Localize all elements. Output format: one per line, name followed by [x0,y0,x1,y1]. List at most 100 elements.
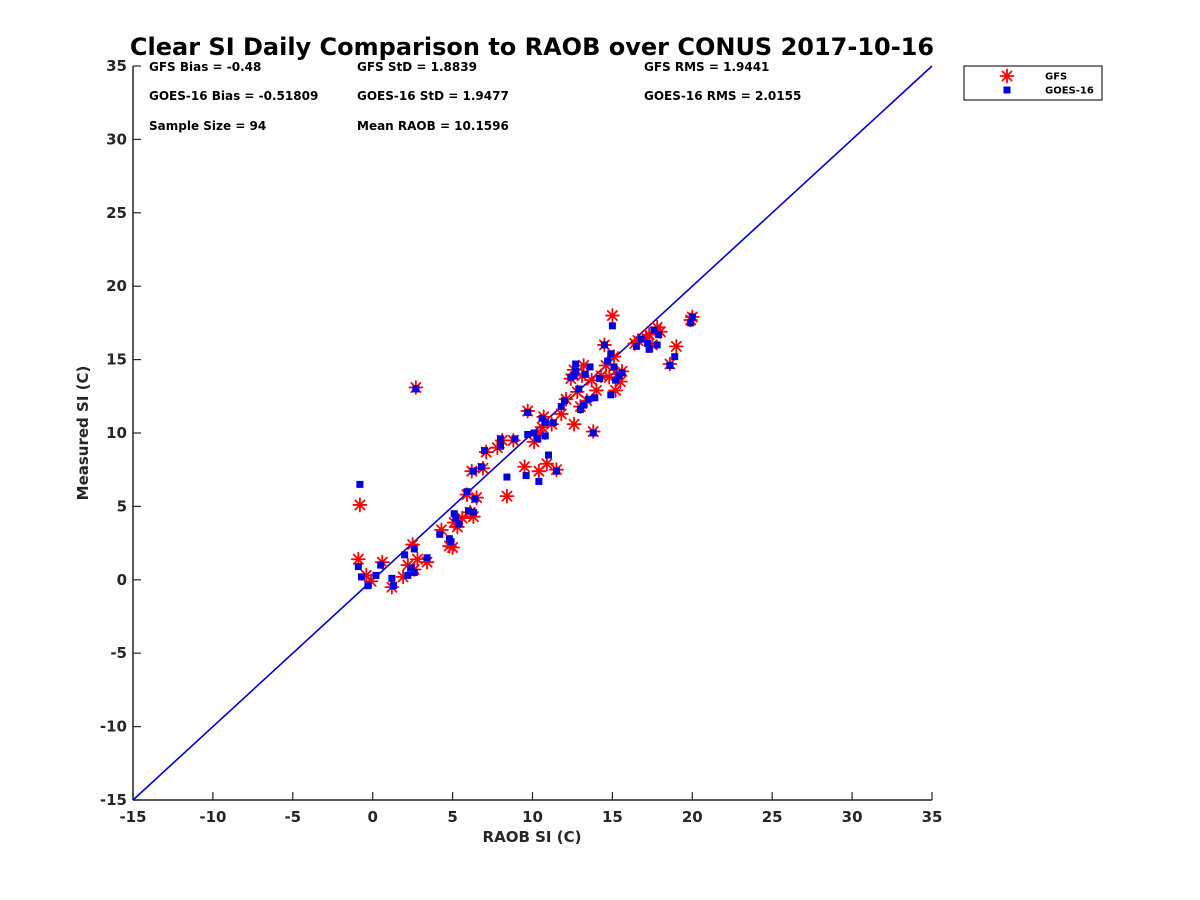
legend: GFS GOES-16 [963,65,1103,101]
goes16-point [645,345,653,353]
goes16-point [607,350,615,358]
goes16-point [377,561,385,569]
goes16-point [356,480,364,488]
gfs-point [517,459,532,475]
chart-title: Clear SI Daily Comparison to RAOB over C… [130,33,934,61]
goes16-point [511,435,519,443]
stat-sample-size: Sample Size = 94 [149,119,266,133]
goes16-point [572,367,580,375]
goes16-point [469,467,477,475]
gfs-point [553,406,569,422]
goes16-point [530,429,538,437]
stat-gfs-std: GFS StD = 1.8839 [357,60,477,74]
y-tick-label: 0 [117,571,127,589]
goes16-point [632,342,640,350]
goes16-point [557,403,565,411]
goes16-point [436,530,444,538]
y-tick-label: 20 [106,277,127,295]
legend-label: GFS [1045,72,1067,83]
goes16-point [410,545,418,553]
goes16-point [637,335,645,343]
stat-mean-raob: Mean RAOB = 10.1596 [357,119,509,133]
gfs-point [350,551,366,567]
goes16-point [503,473,511,481]
goes16-point [524,430,532,438]
goes16-point [404,571,412,579]
goes16-point [644,339,652,347]
goes16-point [410,568,418,576]
x-axis-label: RAOB SI (C) [483,828,582,846]
y-tick-label: 10 [106,424,127,442]
stat-goes-bias: GOES-16 Bias = -0.51809 [149,89,318,103]
legend-label: GOES-16 [1045,86,1094,97]
gfs-point [352,497,368,513]
x-tick-label: -10 [199,808,226,826]
gfs-point [598,358,614,373]
plot-area: -15 -10 -5 0 5 10 15 20 25 30 35 -15 -10 -5 0 5 10 15 20 2… [100,57,943,826]
goes16-point [538,414,546,422]
y-tick-label: -5 [110,644,127,662]
goes16-point [591,394,599,402]
goes16-point [600,341,608,349]
goes16-point [372,571,380,579]
gfs-point [539,456,555,472]
x-tick-label: 20 [682,808,703,826]
goes16-point [671,353,679,361]
goes16-point [469,508,477,516]
goes16-point [497,435,505,443]
data-points [350,308,700,595]
x-tick-label: -15 [119,808,146,826]
goes16-point [465,507,473,515]
stat-goes-rms: GOES-16 RMS = 2.0155 [644,89,801,103]
goes16-point [481,447,489,455]
legend-marker-goes16 [1003,86,1011,94]
stats-block: GFS Bias = -0.48 GFS StD = 1.8839 GFS RMS … [149,60,801,133]
goes16-point [471,495,479,503]
x-tick-label: 10 [522,808,543,826]
goes16-point [666,361,674,369]
gfs-point [668,338,684,354]
goes16-point [549,419,557,427]
goes16-point [401,551,409,559]
y-ticks: -15 -10 -5 0 5 10 15 20 25 30 35 [100,57,141,809]
goes16-point [653,341,661,349]
goes16-point [618,369,626,377]
goes16-point [572,360,580,368]
goes16-point [477,463,485,471]
goes16-point [412,385,420,393]
goes16-point [580,401,588,409]
y-tick-label: -10 [100,718,127,736]
stat-goes-std: GOES-16 StD = 1.9477 [357,89,509,103]
goes16-point [463,488,471,496]
y-tick-label: 5 [117,497,127,515]
goes16-point [560,397,568,405]
stat-gfs-rms: GFS RMS = 1.9441 [644,60,769,74]
legend-marker-gfs [999,68,1015,84]
x-ticks: -15 -10 -5 0 5 10 15 20 25 30 35 [119,792,942,826]
y-axis-label: Measured SI (C) [74,366,92,501]
x-tick-label: 0 [367,808,377,826]
x-tick-label: 35 [922,808,943,826]
goes16-point [570,372,578,380]
gfs-point [499,488,515,504]
goes16-point [650,326,658,334]
goes16-point [447,538,455,546]
goes16-point [576,406,584,414]
goes16-point [541,432,549,440]
goes16-point [544,451,552,459]
goes16-point [389,582,397,590]
goes16-point [552,467,560,475]
x-tick-label: 25 [762,808,783,826]
x-tick-label: 5 [447,808,457,826]
y-tick-label: 25 [106,204,127,222]
y-tick-label: 35 [106,57,127,75]
gfs-point [566,416,582,432]
goes16-point [524,408,532,416]
goes16-point [688,313,696,321]
legend-box [963,65,1103,101]
gfs-point [605,308,620,323]
goes16-point [604,357,612,365]
goes16-point [533,435,541,443]
goes16-point [581,370,589,378]
goes16-point [612,376,620,384]
